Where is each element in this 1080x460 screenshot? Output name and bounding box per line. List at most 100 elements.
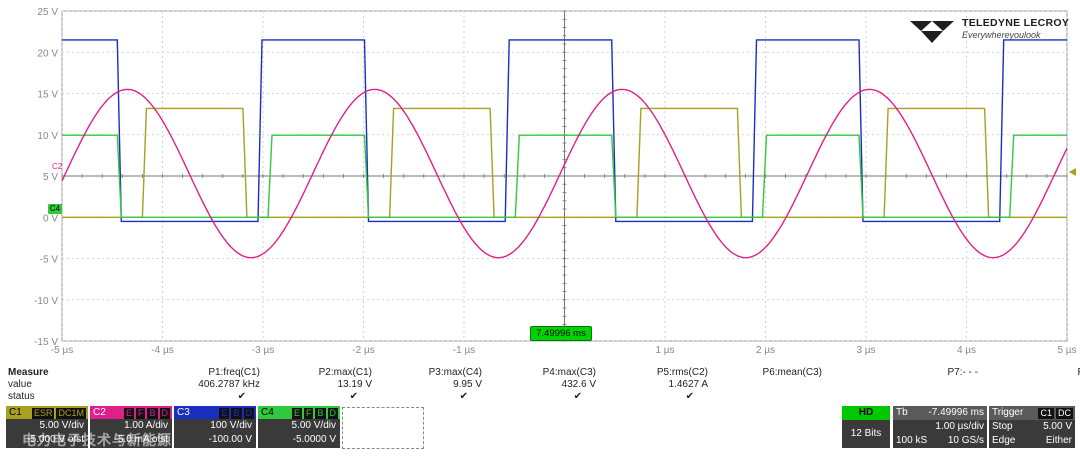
measure-param-name: P8:- - - [998,367,1080,379]
channel-bar: C1 ESR DC1M 5.00 V/div -5.000 V ofst C2 E F B D 1.… [0,406,1080,460]
check-icon: ✔ [237,391,246,402]
check-icon: ✔ [573,391,582,402]
trigger-coupling-tag: DC [1056,408,1073,419]
measure-value-label: value [8,379,32,390]
timebase-scale: 1.00 µs/div [935,421,984,432]
status-empty [998,391,1080,403]
brand-name: TELEDYNE LECROY [962,17,1070,29]
measure-param-name: P4:max(C3) [542,367,596,378]
measure-param-name: P5:rms(C2) [656,367,708,378]
check-icon: ✔ [349,391,358,402]
timebase-label: Tb [896,407,908,418]
timebase-box[interactable]: Tb -7.49996 ms 1.00 µs/div 100 kS 10 GS/… [893,406,987,448]
x-tick-label: 4 µs [957,345,976,356]
measure-param[interactable]: P5:rms(C2) 1.4627 A ✔ [598,367,708,403]
trigger-slope: Either [1045,435,1072,446]
measure-param-value: 9.95 V [453,379,482,390]
channel-offset: -5.000 V ofst [27,434,84,445]
measure-param-value: 1.4627 A [668,379,708,390]
measure-param-name: P1:freq(C1) [208,367,260,378]
trigger-time-label[interactable]: 7.49996 ms [530,326,592,341]
channel-tag: F [303,408,314,419]
watermark: 电力电子技术与新能源 [22,432,172,448]
measure-param-name: P2:max(C1) [318,367,372,378]
brand-tagline: Everywhereyoulook [962,30,1041,40]
x-tick-label: -4 µs [151,345,173,356]
trigger-level-marker-icon[interactable] [1069,168,1076,176]
trace-c4 [62,134,1067,219]
c2-offset-marker[interactable]: C2 [52,162,63,171]
trigger-source-tag: C1 [1038,408,1054,419]
x-tick-label: -2 µs [352,345,374,356]
measure-param-value: 406.2787 kHz [198,379,260,390]
measure-param-name: P3:max(C4) [428,367,482,378]
x-tick-label: -1 µs [453,345,475,356]
brand-logo: TELEDYNE LECROY Everywhereyoulook [910,15,1075,45]
timebase-delay: -7.49996 ms [928,407,984,418]
measure-status-label: status [8,391,35,402]
empty-channel-slot[interactable] [342,407,424,449]
measure-param[interactable]: P6:mean(C3) [712,367,822,403]
channel-tag: D [159,408,170,419]
channel-box-c1[interactable]: C1 ESR DC1M 5.00 V/div -5.000 V ofst [6,406,88,448]
x-tick-label: 5 µs [1057,345,1076,356]
channel-tag: B [231,408,242,419]
c4-ground-marker[interactable]: C4 [48,204,62,214]
hd-bits: 12 Bits [850,428,882,439]
x-tick-label: -5 µs [51,345,73,356]
trigger-level: 5.00 V [1043,421,1072,432]
measure-param-value [868,379,978,391]
status-empty [868,391,978,403]
x-tick-label: 3 µs [856,345,875,356]
measure-param-name: P7:- - - [947,367,978,378]
channel-tag: E [219,408,230,419]
channel-tag: D [243,408,254,419]
channel-box-c3[interactable]: C3 E B D 100 V/div -100.00 V [174,406,256,448]
channel-tag: B [315,408,326,419]
channel-scale: 1.00 A/div [124,420,168,431]
trace-c2 [61,88,1068,259]
measure-param[interactable]: P1:freq(C1) 406.2787 kHz ✔ [150,367,260,403]
check-icon: ✔ [685,391,694,402]
trace-c3 [62,39,1067,223]
check-icon: ✔ [459,391,468,402]
hd-box[interactable]: HD 12 Bits [842,406,890,448]
measure-param-value [998,379,1080,391]
x-tick-label: 2 µs [756,345,775,356]
y-tick-label: 10 V [37,131,58,142]
measure-param-name: P6:mean(C3) [762,367,822,378]
channel-box-c4[interactable]: C4 E F B D 5.00 V/div -5.0000 V [258,406,340,448]
channel-box-c2[interactable]: C2 E F B D 1.00 A/div -5.0 mA ofst [90,406,172,448]
measure-param[interactable]: P3:max(C4) 9.95 V ✔ [372,367,482,403]
channel-tag: D [327,408,338,419]
y-tick-label: -15 V [34,337,58,348]
x-tick-label: 1 µs [655,345,674,356]
y-tick-label: 15 V [37,90,58,101]
measure-param-value: 432.6 V [561,379,596,390]
timebase-samples: 100 kS [896,435,928,446]
channel-tag: E [291,408,302,419]
channel-offset: -5.0 mA ofst [114,434,168,445]
trigger-type: Edge [992,435,1016,446]
x-tick-label: -3 µs [252,345,274,356]
measure-param[interactable]: P2:max(C1) 13.19 V ✔ [262,367,372,403]
channel-offset: -5.0000 V [292,434,336,445]
waveform-display[interactable]: 25 V 20 V 15 V 10 V 5 V 0 V -5 V -10 V -15 V -5 µ… [0,0,1080,365]
channel-id: C1 [9,407,22,418]
measure-param-value: 13.19 V [337,379,372,390]
measure-param[interactable]: P4:max(C3) 432.6 V ✔ [486,367,596,403]
measure-param[interactable]: P7:- - - [868,367,978,403]
c4-marker-label: C4 [49,204,61,213]
channel-scale: 5.00 V/div [39,420,84,431]
measure-param[interactable]: P8:- - - [998,367,1080,403]
trigger-mode: Stop [992,421,1013,432]
channel-id: C3 [177,407,190,418]
teledyne-logo-icon [910,21,954,43]
y-tick-label: -5 V [40,255,59,266]
trigger-box[interactable]: Trigger C1 DC Stop 5.00 V Edge Either [989,406,1075,448]
scope-grid: 25 V 20 V 15 V 10 V 5 V 0 V -5 V -10 V -15 V-5 µ… [34,7,1076,356]
channel-tag: ESR [31,408,55,419]
trigger-time-value: 7.49996 ms [536,328,586,339]
channel-tag: B [147,408,158,419]
channel-scale: 100 V/div [210,420,252,431]
